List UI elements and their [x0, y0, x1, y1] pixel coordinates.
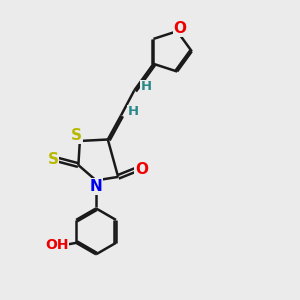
- Text: S: S: [48, 152, 58, 167]
- Text: S: S: [71, 128, 82, 143]
- Text: H: H: [128, 105, 139, 118]
- Text: OH: OH: [45, 238, 68, 252]
- Text: H: H: [141, 80, 152, 93]
- Text: O: O: [135, 162, 148, 177]
- Text: N: N: [89, 179, 102, 194]
- Text: O: O: [174, 21, 187, 36]
